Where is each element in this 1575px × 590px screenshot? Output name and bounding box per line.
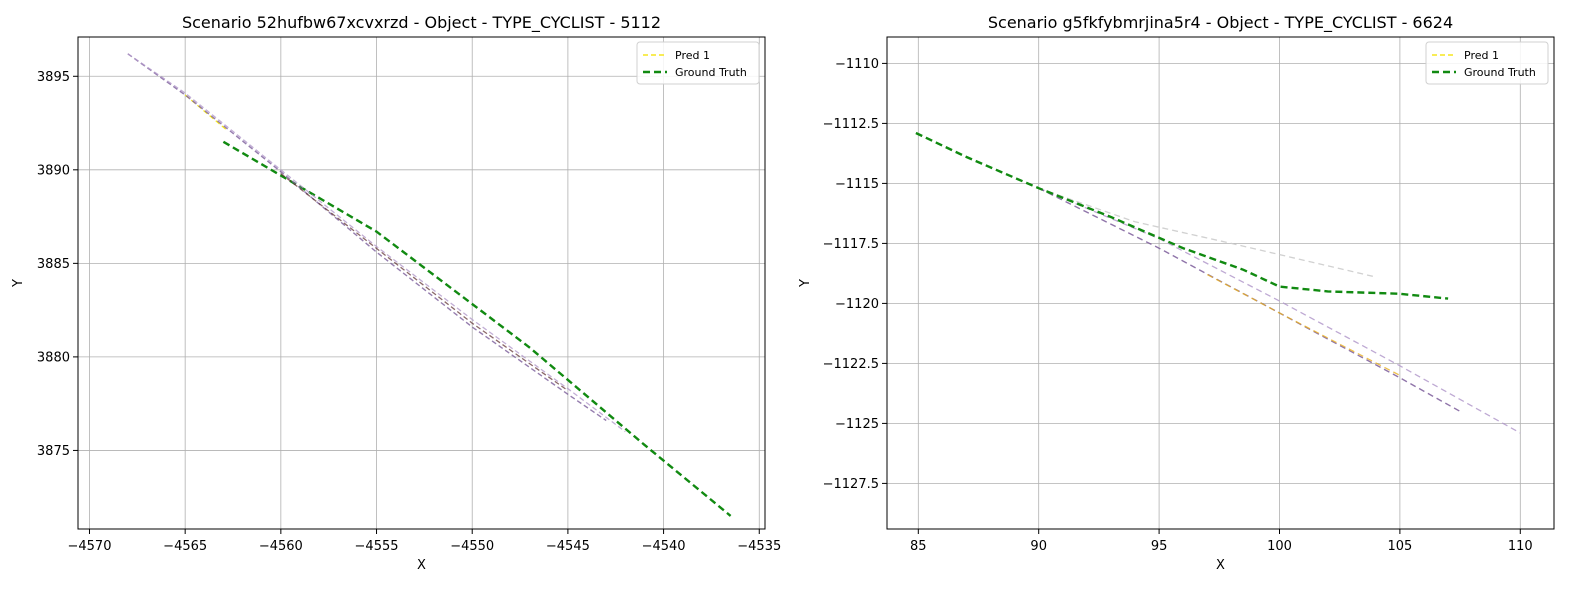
x-axis-label: X bbox=[417, 558, 426, 573]
x-axis-label: X bbox=[1216, 558, 1225, 573]
y-tick-label: 3875 bbox=[37, 444, 70, 459]
legend-label: Pred 1 bbox=[1464, 49, 1499, 62]
legend-label: Pred 1 bbox=[675, 49, 710, 62]
x-tick-label: 100 bbox=[1267, 539, 1292, 554]
y-tick-label: −1112.5 bbox=[823, 117, 879, 132]
chart-title: Scenario 52hufbw67xcvxrzd - Object - TYP… bbox=[182, 13, 661, 33]
legend-label: Ground Truth bbox=[675, 66, 747, 79]
x-tick-label: −4545 bbox=[546, 539, 590, 554]
y-tick-label: −1117.5 bbox=[823, 237, 879, 252]
x-tick-label: 90 bbox=[1030, 539, 1047, 554]
y-axis-label: Y bbox=[798, 279, 813, 288]
x-tick-label: 105 bbox=[1387, 539, 1412, 554]
prediction-line-2 bbox=[127, 53, 607, 422]
plot-frame bbox=[886, 36, 1555, 530]
chart-left: −4570 −4565 −4560 −4555 −4550 −4545 −4540 −4535… bbox=[11, 13, 781, 573]
x-tick-label: −4565 bbox=[163, 539, 207, 554]
y-tick-label: −1122.5 bbox=[823, 357, 879, 372]
x-tick-label: −4540 bbox=[642, 539, 686, 554]
y-tick-label: −1125 bbox=[835, 417, 879, 432]
prediction-line-3 bbox=[127, 53, 626, 433]
legend-box bbox=[1425, 41, 1549, 85]
prediction-line-2 bbox=[1038, 187, 1461, 413]
prediction-line-0 bbox=[1038, 187, 1376, 278]
y-tick-label: 3880 bbox=[37, 350, 70, 365]
chart-right: 85 90 95 100 105 110 −1110 −1112.5 −1115 −1117.5 −… bbox=[798, 13, 1555, 573]
x-tick-label: −4570 bbox=[67, 539, 111, 554]
prediction-line-4 bbox=[280, 173, 569, 392]
legend: Pred 1 Ground Truth bbox=[1425, 41, 1549, 85]
ground-truth-line bbox=[915, 131, 1449, 300]
y-tick-label: −1120 bbox=[835, 297, 879, 312]
prediction-line-3 bbox=[1206, 274, 1401, 376]
ground-truth-line bbox=[222, 140, 732, 517]
plot-frame bbox=[77, 36, 766, 530]
legend-box bbox=[636, 41, 760, 85]
x-tick-label: −4555 bbox=[355, 539, 399, 554]
y-tick-label: 3885 bbox=[37, 257, 70, 272]
x-tick-label: 95 bbox=[1151, 539, 1168, 554]
x-tick-label: −4535 bbox=[737, 539, 781, 554]
y-tick-label: −1115 bbox=[835, 177, 879, 192]
legend-label: Ground Truth bbox=[1464, 66, 1536, 79]
x-tick-label: −4560 bbox=[259, 539, 303, 554]
x-tick-label: 85 bbox=[910, 539, 927, 554]
y-tick-label: −1127.5 bbox=[823, 477, 879, 492]
y-tick-label: 3890 bbox=[37, 163, 70, 178]
y-axis-label: Y bbox=[11, 279, 26, 288]
chart-title: Scenario g5fkfybmrjina5r4 - Object - TYP… bbox=[988, 13, 1453, 33]
x-tick-label: −4550 bbox=[450, 539, 494, 554]
x-tick-label: 110 bbox=[1508, 539, 1533, 554]
y-tick-label: 3895 bbox=[37, 70, 70, 85]
legend: Pred 1 Ground Truth bbox=[636, 41, 760, 85]
y-tick-label: −1110 bbox=[835, 57, 879, 72]
